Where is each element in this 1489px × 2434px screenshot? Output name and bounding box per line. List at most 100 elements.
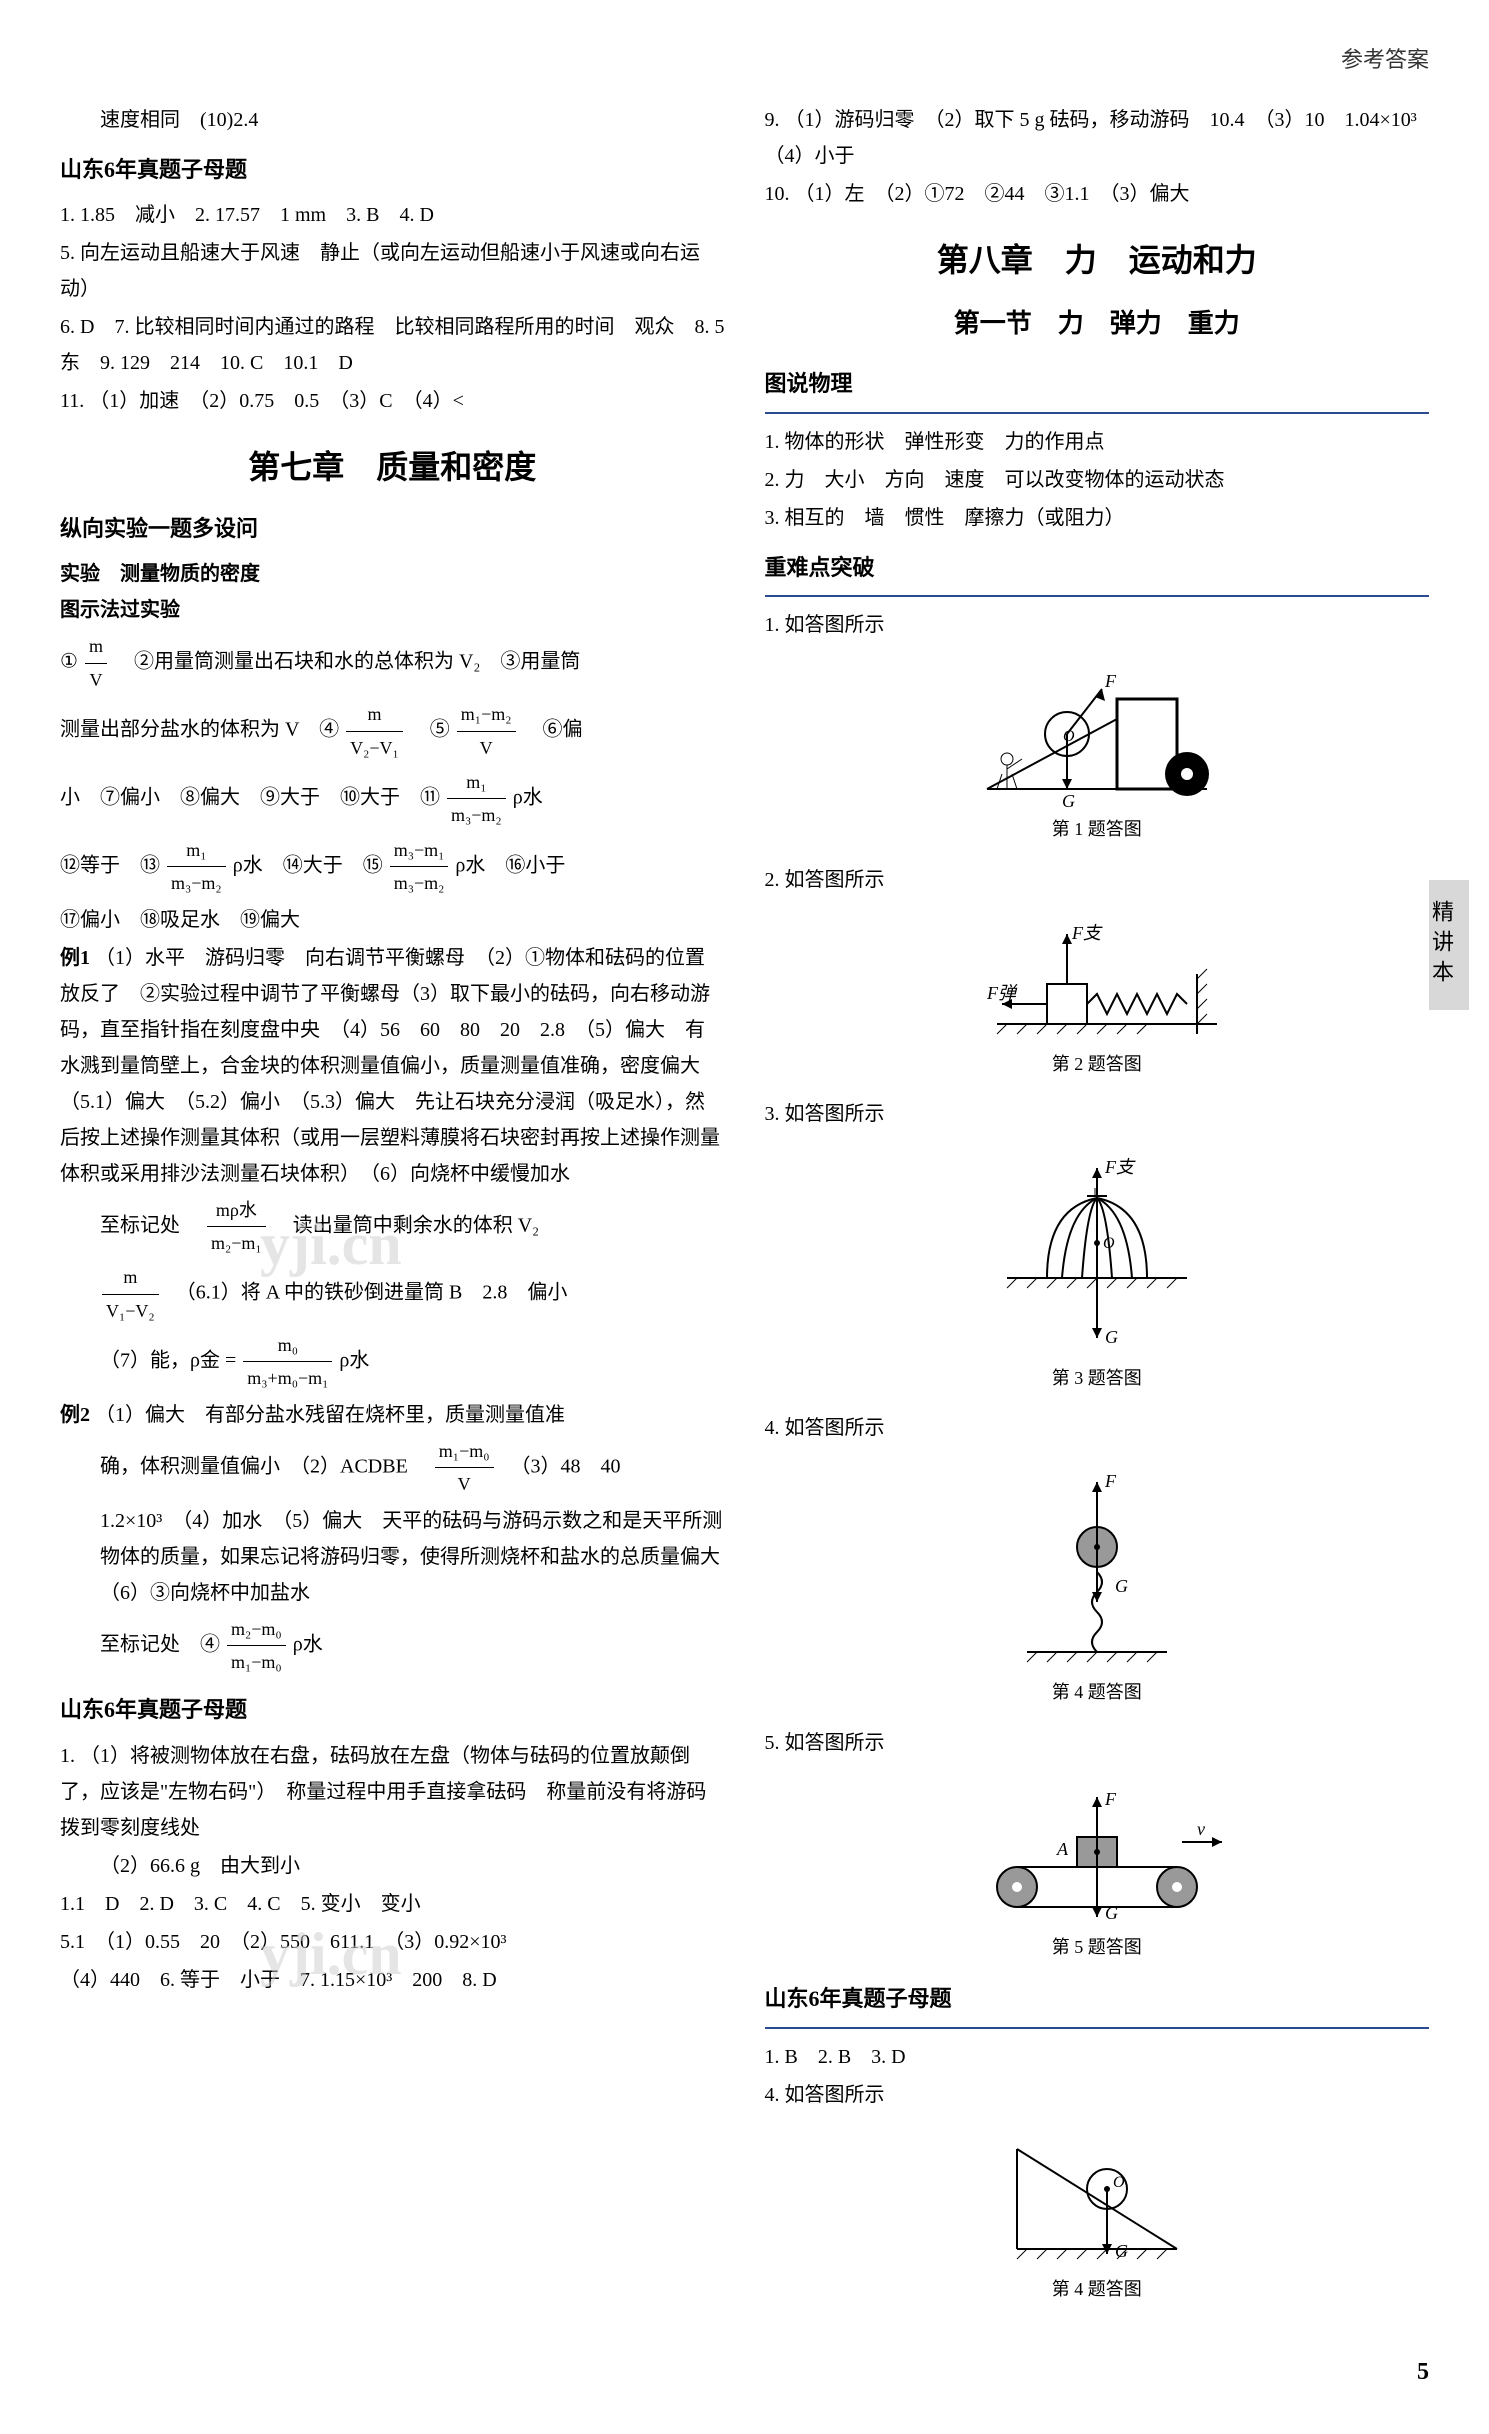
svg-text:F: F	[1104, 1789, 1117, 1809]
fraction-num: m₁	[167, 834, 226, 867]
section-title: 图说物理	[765, 364, 1430, 404]
fraction: m₁−m₂ V	[457, 698, 516, 764]
text-part: ρ水	[293, 1633, 323, 1655]
text-part: 小 ⑦偏小 ⑧偏大 ⑨大于 ⑩大于 ⑪	[60, 786, 440, 808]
text-part: （3）48 40	[501, 1455, 621, 1477]
text-part: （1）偏大 有部分盐水残留在烧杯里，质量测量值准	[95, 1404, 565, 1426]
diagram-icon: A F G v	[957, 1777, 1237, 1927]
answer-line: 9. （1）游码归零 （2）取下 5 g 砝码，移动游码 10.4 （3）10 …	[765, 102, 1430, 174]
answer-line: 3. 如答图所示	[765, 1096, 1430, 1132]
fraction-num: m	[85, 630, 107, 663]
fraction: mρ水 m₂−m₁	[207, 1194, 266, 1260]
text-part: ⑤	[410, 719, 450, 741]
answer-line: 4. 如答图所示	[765, 2077, 1430, 2113]
fraction: m V₂−V₁	[346, 698, 403, 764]
rule-line	[765, 412, 1430, 414]
fraction: m₂−m₀ m₁−m₀	[227, 1613, 286, 1679]
text-part: 至标记处 ④	[100, 1633, 220, 1655]
fraction: m₀ m₃+m₀−m₁	[243, 1329, 332, 1395]
fraction-num: m	[102, 1261, 159, 1294]
answer-line: 4. 如答图所示	[765, 1410, 1430, 1446]
fraction: m V₁−V₂	[102, 1261, 159, 1327]
fraction-num: m	[346, 698, 403, 731]
figure-4b: O G 第 4 题答图	[765, 2129, 1430, 2305]
text-part: （7）能，ρ金 =	[100, 1350, 241, 1372]
figure-5: A F G v 第 5 题答图	[765, 1777, 1430, 1963]
text-part: （1）水平 游码归零 向右调节平衡螺母 （2）①物体和砝码的位置放反了 ②实验过…	[60, 947, 720, 1185]
figure-caption: 第 5 题答图	[1052, 1931, 1142, 1963]
example-label: 例2	[60, 1404, 90, 1426]
svg-text:F支: F支	[1104, 1157, 1136, 1177]
svg-text:F: F	[1104, 1471, 1117, 1491]
chapter-title: 第七章 质量和密度	[60, 439, 725, 497]
section-title: 山东6年真题子母题	[765, 1979, 1430, 2019]
fraction-den: m₃−m₂	[167, 867, 226, 899]
svg-text:F支: F支	[1071, 923, 1103, 943]
fraction-num: mρ水	[207, 1194, 266, 1227]
answer-line: 5. 向左运动且船速大于风速 静止（或向左运动但船速小于风速或向右运动）	[60, 235, 725, 307]
answer-line: 2. 如答图所示	[765, 862, 1430, 898]
svg-text:v: v	[1197, 1819, 1205, 1839]
diagram-icon: F支 F弹	[957, 914, 1237, 1044]
figure-caption: 第 4 题答图	[1052, 1676, 1142, 1708]
svg-text:F弹: F弹	[986, 983, 1018, 1003]
svg-text:G: G	[1105, 1327, 1118, 1347]
answer-line: 确，体积测量值偏小 （2）ACDBE m₁−m₀ V （3）48 40	[60, 1435, 725, 1501]
fraction-den: m₃−m₂	[447, 799, 506, 831]
text-part: ρ水	[339, 1350, 369, 1372]
fraction-num: m₁	[447, 766, 506, 799]
answer-line: 1. 1.85 减小 2. 17.57 1 mm 3. B 4. D	[60, 197, 725, 233]
answer-line: 至标记处 mρ水 m₂−m₁ 读出量筒中剩余水的体积 V₂	[60, 1194, 725, 1260]
fraction-den: V	[457, 732, 516, 764]
fraction-num: m₃−m₁	[390, 834, 449, 867]
fraction: m₁−m₀ V	[435, 1435, 494, 1501]
text-part: 测量出部分盐水的体积为 V ④	[60, 719, 339, 741]
fraction-num: m₂−m₀	[227, 1613, 286, 1646]
answer-line: 1.1 D 2. D 3. C 4. C 5. 变小 变小	[60, 1886, 725, 1922]
text-part: （6.1）将 A 中的铁砂倒进量筒 B 2.8 偏小	[166, 1282, 568, 1304]
diagram-icon: G F	[997, 1462, 1197, 1672]
rule-line	[765, 595, 1430, 597]
text-part: ρ水 ⑭大于 ⑮	[233, 854, 383, 876]
svg-text:A: A	[1056, 1839, 1069, 1859]
text-part: 读出量筒中剩余水的体积 V₂	[273, 1214, 539, 1236]
fraction-num: m₁−m₂	[457, 698, 516, 731]
answer-line: 5. 如答图所示	[765, 1725, 1430, 1761]
fraction-den: V₁−V₂	[102, 1295, 159, 1327]
text-part: ⑥偏	[523, 719, 583, 741]
page-header: 参考答案	[60, 40, 1429, 80]
answer-line: ① m V ②用量筒测量出石块和水的总体积为 V₂ ③用量筒	[60, 630, 725, 696]
fraction-den: m₁−m₀	[227, 1646, 286, 1678]
svg-text:O: O	[1113, 2174, 1125, 2191]
fraction-den: V₂−V₁	[346, 732, 403, 764]
answer-line: 1. B 2. B 3. D	[765, 2039, 1430, 2075]
figure-3: O F支 G 第 3 题答图	[765, 1148, 1430, 1394]
experiment-title: 实验 测量物质的密度	[60, 556, 725, 592]
answer-line: 1. （1）将被测物体放在右盘，砝码放在左盘（物体与砝码的位置放颠倒了，应该是"…	[60, 1738, 725, 1846]
section-title: 重难点突破	[765, 548, 1430, 588]
figure-caption: 第 3 题答图	[1052, 1362, 1142, 1394]
text-part: 至标记处	[100, 1214, 200, 1236]
content-columns: 速度相同 (10)2.4 山东6年真题子母题 1. 1.85 减小 2. 17.…	[60, 100, 1429, 2322]
text-part: ρ水	[513, 786, 543, 808]
side-tab: 精讲本	[1429, 880, 1469, 1010]
fraction: m₁ m₃−m₂	[447, 766, 506, 832]
svg-text:F: F	[1104, 671, 1117, 691]
example-label: 例1	[60, 947, 90, 969]
fraction: m V	[85, 630, 107, 696]
fraction-den: V	[435, 1468, 494, 1500]
answer-line: 测量出部分盐水的体积为 V ④ m V₂−V₁ ⑤ m₁−m₂ V ⑥偏	[60, 698, 725, 764]
figure-caption: 第 2 题答图	[1052, 1048, 1142, 1080]
answer-line: 10. （1）左 （2）①72 ②44 ③1.1 （3）偏大	[765, 176, 1430, 212]
answer-line: 1.2×10³ （4）加水 （5）偏大 天平的砝码与游码示数之和是天平所测物体的…	[60, 1503, 725, 1611]
page-number: 5	[60, 2351, 1429, 2394]
fraction: m₃−m₁ m₃−m₂	[390, 834, 449, 900]
svg-text:G: G	[1105, 1903, 1118, 1923]
text-part: ⑫等于 ⑬	[60, 854, 160, 876]
diagram-icon: O F G	[967, 659, 1227, 809]
answer-line: 3. 相互的 墙 惯性 摩擦力（或阻力）	[765, 500, 1430, 536]
answer-line: ⑰偏小 ⑱吸足水 ⑲偏大	[60, 902, 725, 938]
fraction-den: V	[85, 664, 107, 696]
answer-line: （2）66.6 g 由大到小	[60, 1848, 725, 1884]
text-part: 确，体积测量值偏小 （2）ACDBE	[100, 1455, 428, 1477]
